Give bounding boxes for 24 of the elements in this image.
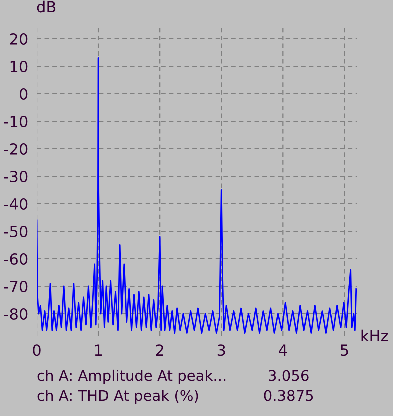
y-tick-label: -70	[4, 280, 28, 293]
x-axis-title: kHz	[362, 330, 388, 342]
line-series	[37, 58, 357, 334]
y-tick-label: -50	[4, 226, 28, 238]
x-tick-label: 5	[341, 344, 348, 356]
text: ch A: THD At peak (%)	[38, 390, 198, 404]
y-tick-label: -60	[4, 253, 28, 266]
text: 3.056	[269, 370, 309, 382]
x-tick-label: 3	[218, 344, 226, 356]
y-tick-label: 10	[10, 60, 28, 73]
y-tick-label: 0	[20, 88, 28, 100]
y-axis-title: dB	[37, 0, 56, 13]
x-tick-label: 1	[95, 344, 102, 356]
y-tick-label: -20	[4, 143, 28, 156]
x-tick-label: 2	[156, 344, 164, 356]
text: ch A: Amplitude At peak...	[38, 370, 226, 384]
y-tick-label: -80	[4, 308, 28, 320]
x-tick-label: 4	[279, 344, 288, 356]
text: 0.3875	[264, 390, 314, 402]
y-tick-label: -30	[4, 170, 28, 183]
y-tick-label: -10	[4, 116, 28, 128]
y-tick-label: 20	[10, 33, 28, 46]
x-tick-label: 0	[33, 344, 41, 356]
y-tick-label: -40	[4, 198, 28, 210]
